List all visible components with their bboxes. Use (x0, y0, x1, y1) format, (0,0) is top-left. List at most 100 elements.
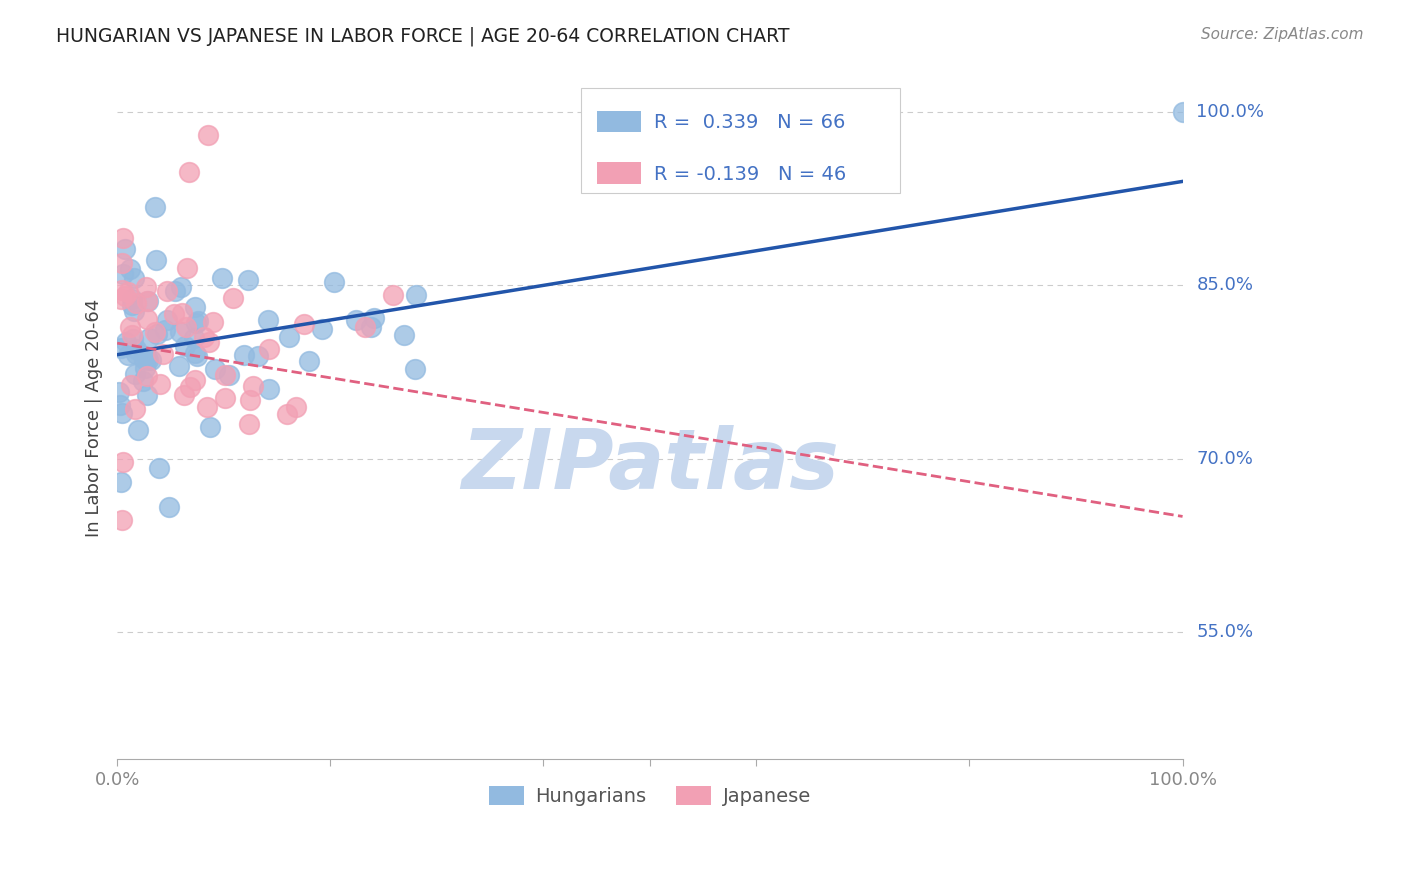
Hungarians (404, 361, 426, 376)
Hungarians (110, 475, 132, 489)
Japanese (214, 368, 236, 382)
Hungarians (211, 270, 233, 285)
Hungarians (134, 351, 156, 366)
Hungarians (127, 423, 149, 437)
Hungarians (311, 322, 333, 336)
Hungarians (184, 300, 207, 314)
Hungarians (125, 342, 148, 356)
Japanese (354, 319, 377, 334)
Hungarians (394, 328, 416, 343)
Hungarians (121, 292, 143, 306)
Japanese (222, 291, 245, 305)
Japanese (382, 288, 405, 302)
Hungarians (183, 331, 205, 345)
Japanese (292, 317, 315, 331)
Text: HUNGARIAN VS JAPANESE IN LABOR FORCE | AGE 20-64 CORRELATION CHART: HUNGARIAN VS JAPANESE IN LABOR FORCE | A… (56, 27, 790, 46)
Hungarians (360, 320, 382, 334)
Hungarians (259, 383, 281, 397)
Hungarians (238, 273, 260, 287)
Hungarians (117, 348, 139, 362)
Japanese (276, 407, 298, 421)
Hungarians (363, 311, 385, 326)
Text: 85.0%: 85.0% (1197, 277, 1254, 294)
Japanese (173, 388, 195, 402)
Text: ZIPatlas: ZIPatlas (461, 425, 839, 507)
Hungarians (111, 406, 134, 420)
Hungarians (247, 350, 270, 364)
Japanese (239, 393, 262, 408)
Japanese (124, 401, 146, 416)
Hungarians (124, 271, 146, 285)
Hungarians (233, 348, 256, 362)
Hungarians (405, 288, 427, 302)
Hungarians (323, 275, 346, 289)
Hungarians (157, 500, 180, 514)
Japanese (120, 377, 142, 392)
Hungarians (108, 398, 131, 412)
Hungarians (184, 317, 207, 331)
Hungarians (1171, 105, 1194, 120)
Japanese (111, 256, 134, 270)
Japanese (162, 307, 184, 321)
Hungarians (136, 294, 159, 309)
Hungarians (218, 368, 240, 382)
Hungarians (186, 349, 208, 363)
Hungarians (156, 313, 179, 327)
Hungarians (148, 460, 170, 475)
Japanese (214, 391, 236, 405)
Hungarians (135, 351, 157, 366)
FancyBboxPatch shape (596, 162, 641, 184)
Japanese (197, 128, 219, 142)
Hungarians (110, 341, 132, 355)
Hungarians (118, 261, 141, 276)
Japanese (112, 231, 135, 245)
Hungarians (167, 359, 190, 373)
Hungarians (173, 339, 195, 353)
Japanese (152, 347, 174, 361)
FancyBboxPatch shape (596, 111, 641, 132)
Japanese (121, 328, 143, 343)
Hungarians (121, 298, 143, 312)
Japanese (238, 417, 260, 431)
Hungarians (204, 362, 226, 376)
Text: Source: ZipAtlas.com: Source: ZipAtlas.com (1201, 27, 1364, 42)
Japanese (170, 306, 193, 320)
Japanese (156, 284, 179, 298)
Japanese (174, 320, 197, 334)
Japanese (111, 283, 134, 297)
Japanese (177, 165, 200, 179)
Hungarians (344, 313, 367, 327)
Japanese (110, 292, 132, 306)
Japanese (114, 288, 136, 302)
Hungarians (134, 361, 156, 376)
Hungarians (136, 353, 159, 368)
Hungarians (169, 325, 191, 339)
Text: 100.0%: 100.0% (1197, 103, 1264, 121)
Japanese (179, 380, 201, 394)
Japanese (257, 342, 280, 356)
Hungarians (108, 385, 131, 400)
Hungarians (187, 314, 209, 328)
Hungarians (122, 332, 145, 346)
Hungarians (146, 327, 169, 342)
Hungarians (125, 347, 148, 361)
Text: R = -0.139   N = 46: R = -0.139 N = 46 (654, 165, 846, 184)
Japanese (193, 330, 215, 344)
Japanese (111, 513, 134, 527)
Hungarians (256, 313, 278, 327)
Hungarians (132, 374, 155, 388)
Hungarians (298, 353, 321, 368)
Japanese (143, 325, 166, 339)
FancyBboxPatch shape (581, 87, 900, 194)
Hungarians (124, 367, 146, 381)
Japanese (135, 279, 157, 293)
Japanese (120, 320, 142, 334)
Japanese (285, 400, 308, 414)
Hungarians (111, 268, 134, 282)
Text: 55.0%: 55.0% (1197, 623, 1254, 641)
Hungarians (155, 323, 177, 337)
Japanese (176, 261, 198, 276)
Japanese (136, 368, 159, 383)
Hungarians (135, 388, 157, 402)
Japanese (136, 294, 159, 309)
